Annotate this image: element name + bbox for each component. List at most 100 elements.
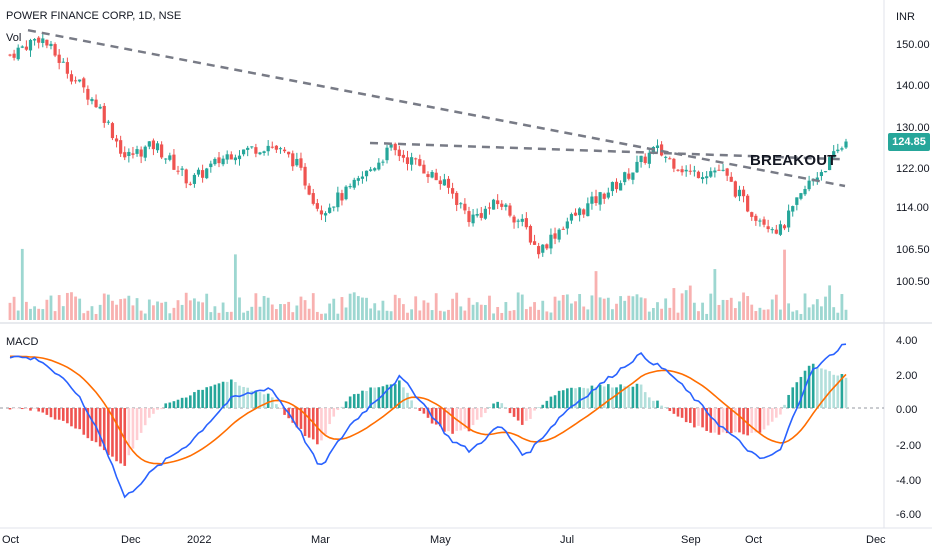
candle-body [410,157,414,165]
volume-bar [692,302,696,320]
candle-body [680,169,684,173]
volume-bar [729,297,733,320]
macd-histogram-bar [361,390,364,408]
candle-body [442,179,446,186]
macd-histogram-bar [520,408,524,425]
macd-histogram-bar [37,408,40,412]
candle-body [389,144,393,148]
volume-bar [672,288,676,320]
macd-histogram-bar [189,395,192,408]
volume-bar [37,308,41,320]
volume-bar [758,307,762,320]
volume-bar [65,292,69,320]
macd-histogram-bar [533,408,536,411]
candle-body [471,214,475,224]
volume-bar [721,299,725,320]
candle-body [123,152,127,158]
volume-bar [352,292,356,320]
volume-label: Vol [6,32,22,44]
volume-bar [356,296,360,320]
volume-bar [156,301,159,320]
volume-bar [98,304,102,320]
candle-body [110,123,115,139]
macd-histogram-bar [270,397,274,408]
volume-bar [779,309,782,320]
candle-body [840,148,844,150]
candle-body [8,54,12,56]
macd-histogram-bar [160,408,163,410]
macd-histogram-bar [619,384,622,408]
volume-bar [49,295,53,320]
candle-body [94,99,98,108]
volume-bar [766,309,770,320]
macd-histogram-bar [303,408,307,437]
macd-label: MACD [6,336,39,348]
candle-body [537,246,541,255]
volume-bar [53,311,57,320]
volume-bar [168,313,172,320]
macd-histogram-bar [463,408,467,429]
volume-bar [619,296,623,320]
macd-histogram-bar [770,408,774,422]
macd-histogram-bar [156,408,159,410]
volume-bar [844,309,848,320]
candle-body [479,213,483,218]
candle-body [467,211,471,223]
macd-histogram-bar [197,389,200,408]
volume-bar [643,298,647,320]
volume-bar [188,300,192,320]
volume-bar [754,311,758,320]
macd-histogram-bar [320,408,323,441]
macd-histogram-bar [66,408,69,424]
candle-body [516,220,520,222]
macd-histogram-bar [816,367,819,408]
volume-bar [193,298,196,320]
macd-histogram-bar [607,384,610,408]
candle-body [344,186,348,200]
volume-bar [815,299,819,320]
volume-bar [41,309,45,320]
macd-histogram-bar [94,408,98,443]
macd-histogram-bar [193,392,196,408]
breakout-trendline [369,141,846,161]
candle-body [53,44,57,56]
macd-histogram-bar [168,402,172,408]
volume-bar [70,292,73,320]
volume-bar [631,296,635,320]
volume-bar [123,298,127,320]
macd-histogram-bar [492,403,495,408]
macd-histogram-bar [684,408,688,423]
candle-body [98,106,102,109]
macd-histogram-bar [512,408,516,417]
candle-body [430,171,434,178]
macd-histogram-bar [398,380,401,408]
candle-body [209,163,213,168]
candle-body [434,172,438,181]
volume-bar [233,254,237,320]
candle-body [705,176,709,179]
macd-histogram-bar [795,382,799,408]
volume-bar [713,269,717,320]
volume-bar [537,309,541,320]
macd-histogram-bar [623,386,627,408]
volume-bar [442,311,446,320]
volume-bar [119,299,123,320]
volume-bar [406,312,409,320]
candle-body [750,212,754,217]
volume-bar [488,295,491,320]
candle-body [729,176,733,182]
macd-histogram-bar [250,390,254,408]
candle-body [86,88,90,100]
macd-histogram-bar [717,408,721,435]
candle-body [725,168,729,176]
macd-histogram-bar [664,406,667,408]
macd-histogram-bar [672,408,676,414]
candle-body [201,170,205,178]
volume-bar [225,311,229,320]
macd-histogram-bar [434,408,438,425]
macd-histogram-bar [180,397,184,408]
candle-body [815,177,819,181]
candle-body [37,37,41,43]
volume-bar [258,306,262,320]
macd-histogram-bar [78,408,81,430]
